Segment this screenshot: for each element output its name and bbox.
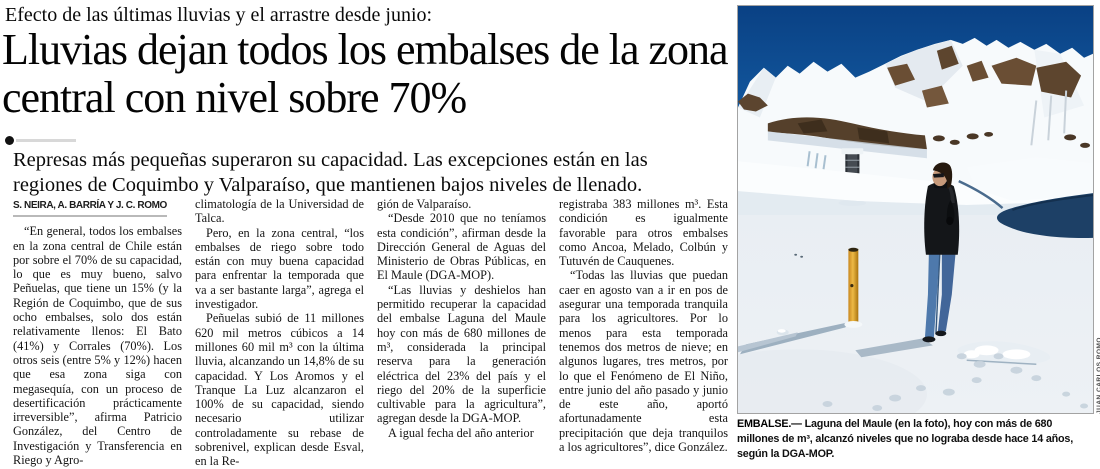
photo-credit: JUAN CARLOS ROMO xyxy=(1096,337,1100,414)
scree-streaks xyxy=(1030,90,1068,146)
body-column-4: registraba 383 millones m³. Esta condici… xyxy=(559,197,728,469)
snow-shading xyxy=(738,349,927,413)
laguna-del-maule-photo xyxy=(738,6,1093,413)
body-column-2: climatología de la Universidad de Talca.… xyxy=(195,197,364,469)
article-body: S. NEIRA, A. BARRÍA Y J. C. ROMO “En gen… xyxy=(13,197,730,469)
paragraph: Peñuelas subió de 11 millones 620 mil me… xyxy=(195,311,364,469)
pole-shadow xyxy=(739,322,848,355)
paragraph: “En general, todos los embalses en la zo… xyxy=(13,224,182,468)
cliff-shadow xyxy=(767,131,927,159)
photo-frame xyxy=(737,5,1094,414)
kicker-headline: Efecto de las últimas lluvias y el arras… xyxy=(5,4,433,26)
rock-outcrops xyxy=(738,45,1091,150)
paragraph: “Todas las lluvias que puedan caer en ag… xyxy=(559,268,728,455)
main-headline: Lluvias dejan todos los embalses de la z… xyxy=(2,25,729,122)
newspaper-page: { "article": { "kicker": "Efecto de las … xyxy=(2,4,1100,469)
paragraph: registraba 383 millones m³. Esta condici… xyxy=(559,197,728,269)
subheadline: Represas más pequeñas superaron su capac… xyxy=(13,149,648,196)
yellow-gauge-pole xyxy=(844,247,863,328)
body-column-3: gión de Valparaíso. “Desde 2010 que no t… xyxy=(377,197,546,469)
water-channel xyxy=(958,180,1093,238)
person-shadow xyxy=(855,338,933,358)
bullet-rule xyxy=(16,139,76,142)
paragraph: gión de Valparaíso. xyxy=(377,197,472,211)
body-column-1: S. NEIRA, A. BARRÍA Y J. C. ROMO “En gen… xyxy=(13,197,182,469)
paragraph: “Desde 2010 que no teníamos esta condici… xyxy=(377,211,546,283)
footprints xyxy=(776,253,1089,412)
byline: S. NEIRA, A. BARRÍA Y J. C. ROMO xyxy=(13,199,167,218)
photo-caption: EMBALSE.— Laguna del Maule (en la foto),… xyxy=(737,417,1095,462)
lede-marker xyxy=(5,136,85,146)
pole-shadow xyxy=(738,332,798,353)
caption-lead: EMBALSE.— xyxy=(737,418,802,430)
melt-streaks xyxy=(806,151,827,170)
news-photo: JUAN CARLOS ROMO xyxy=(737,5,1100,414)
paragraph: climatología de la Universidad de Talca. xyxy=(195,197,364,226)
paragraph: A igual fecha del año anterior xyxy=(388,425,534,440)
paragraph: Pero, en la zona central, “los embalses … xyxy=(195,225,364,312)
bullet-dot xyxy=(5,136,14,145)
paragraph: “Las lluvias y deshielos han permitido r… xyxy=(377,282,546,426)
standing-person xyxy=(922,162,960,343)
far-shore xyxy=(966,157,1093,202)
